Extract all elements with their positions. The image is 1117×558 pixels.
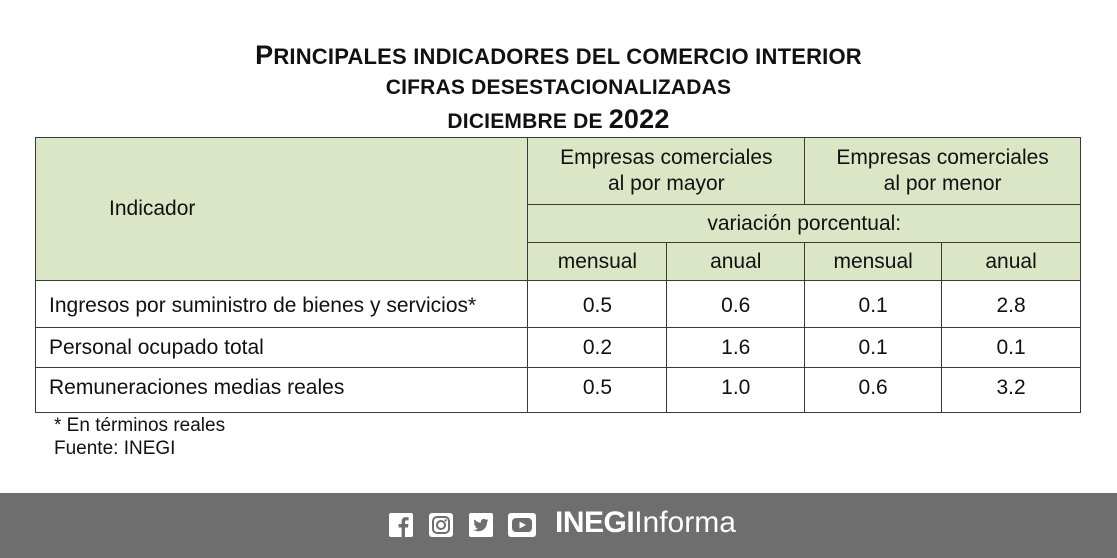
row-label: Remuneraciones medias reales [34,367,529,413]
cell-value: 0.6 [666,280,806,328]
cell-value: 0.2 [527,327,668,368]
indicators-table: Indicador Empresas comerciales al por ma… [34,137,1081,413]
table-row: Personal ocupado total 0.2 1.6 0.1 0.1 [34,327,1081,368]
cell-value: 0.5 [527,367,668,413]
cell-value: 0.1 [804,280,943,328]
sub-header-mensual: mensual [804,242,943,281]
variation-header: variación porcentual: [527,204,1081,243]
footnote: * En términos reales [54,415,226,436]
sub-header-anual: anual [666,242,806,281]
title-line-2: CIFRAS DESESTACIONALIZADAS [385,76,732,99]
twitter-icon[interactable] [468,513,494,537]
table-row: Ingresos por suministro de bienes y serv… [34,280,1081,328]
footer-bar: INEGIInforma [0,493,1117,558]
source-note: Fuente: INEGI [54,438,176,459]
indicator-header: Indicador [34,137,529,281]
cell-value: 3.2 [941,367,1081,413]
facebook-icon[interactable] [388,513,414,537]
youtube-icon[interactable] [508,513,536,537]
row-label: Personal ocupado total [34,327,529,368]
table-row: Remuneraciones medias reales 0.5 1.0 0.6… [34,367,1081,413]
sub-header-anual: anual [941,242,1081,281]
group-header-menor: Empresas comerciales al por menor [804,137,1081,205]
title-line-3: DICIEMBRE DE 2022 [447,104,670,134]
sub-header-mensual: mensual [527,242,668,281]
group-header-mayor: Empresas comerciales al por mayor [527,137,806,205]
instagram-icon[interactable] [428,513,454,537]
cell-value: 0.5 [527,280,668,328]
row-label: Ingresos por suministro de bienes y serv… [34,280,529,328]
cell-value: 2.8 [941,280,1081,328]
cell-value: 0.1 [804,327,943,368]
cell-value: 0.6 [804,367,943,413]
cell-value: 1.6 [666,327,806,368]
cell-value: 1.0 [666,367,806,413]
title-line-1: PRINCIPALES INDICADORES DEL COMERCIO INT… [255,40,862,70]
inegi-informa-logo: INEGIInforma [555,506,736,539]
cell-value: 0.1 [941,327,1081,368]
